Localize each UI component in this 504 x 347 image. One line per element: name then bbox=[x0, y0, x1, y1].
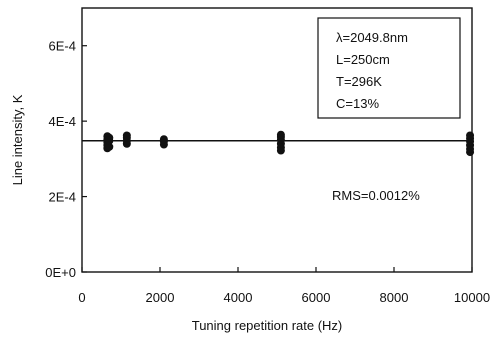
x-tick-label: 10000 bbox=[454, 290, 490, 305]
x-tick-label: 2000 bbox=[146, 290, 175, 305]
annotation-concentration: C=13% bbox=[336, 96, 379, 111]
x-axis-title: Tuning repetition rate (Hz) bbox=[192, 318, 343, 333]
data-point bbox=[276, 130, 285, 139]
y-tick-label: 0E+0 bbox=[45, 265, 76, 280]
y-tick-label: 2E-4 bbox=[49, 190, 76, 205]
data-point bbox=[105, 142, 114, 151]
data-point bbox=[105, 133, 114, 142]
x-tick-label: 8000 bbox=[380, 290, 409, 305]
y-axis-ticks: 0E+0 2E-4 4E-4 6E-4 bbox=[45, 39, 87, 280]
annotation-wavelength: λ=2049.8nm bbox=[336, 30, 408, 45]
annotation-box bbox=[317, 17, 461, 119]
data-points bbox=[103, 130, 475, 157]
y-axis-title: Line intensity, K bbox=[10, 94, 25, 185]
data-point bbox=[466, 131, 475, 140]
x-tick-label: 6000 bbox=[302, 290, 331, 305]
data-point bbox=[122, 131, 131, 140]
data-point bbox=[159, 135, 168, 144]
y-tick-label: 6E-4 bbox=[49, 39, 76, 54]
annotation-temperature: T=296K bbox=[336, 74, 382, 89]
annotation-rms: RMS=0.0012% bbox=[332, 188, 420, 203]
y-tick-label: 4E-4 bbox=[49, 114, 76, 129]
x-tick-label: 0 bbox=[78, 290, 85, 305]
x-tick-label: 4000 bbox=[224, 290, 253, 305]
annotation-length: L=250cm bbox=[336, 52, 390, 67]
x-axis-ticks: 0 2000 4000 6000 8000 10000 bbox=[78, 267, 490, 305]
